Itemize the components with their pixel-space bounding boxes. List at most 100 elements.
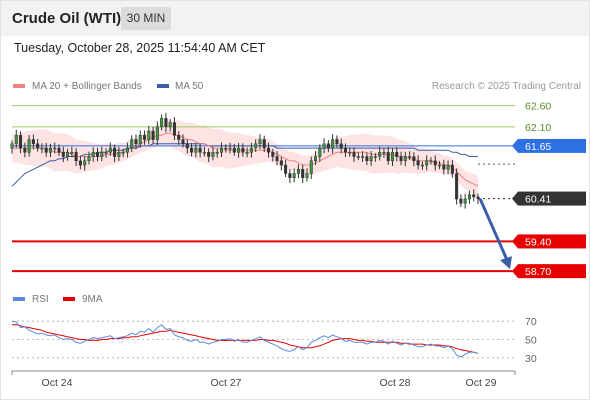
level-label: 61.65: [525, 141, 551, 153]
candle: [61, 146, 65, 163]
candle: [10, 140, 14, 154]
candle-body: [467, 194, 471, 200]
candle-body: [91, 152, 95, 157]
candle-body: [412, 156, 416, 162]
candle: [14, 129, 18, 148]
candle-body: [232, 147, 236, 153]
x-tick-label: Oct 28: [380, 377, 411, 389]
candle-body: [314, 156, 318, 162]
candle-body: [399, 156, 403, 162]
candle-body: [249, 147, 253, 153]
candle-body: [403, 156, 407, 162]
candle: [224, 144, 228, 153]
candle-body: [450, 164, 454, 174]
candle-body: [151, 130, 155, 140]
candle-body: [198, 147, 202, 153]
candle-body: [463, 198, 467, 204]
instrument-title: Crude Oil (WTI): [12, 10, 122, 27]
candle-body: [275, 156, 279, 162]
candle-body: [70, 152, 74, 154]
candle: [194, 143, 198, 158]
candle: [121, 148, 125, 158]
x-tick-label: Oct 27: [211, 377, 242, 389]
candle: [177, 131, 181, 145]
candle: [130, 135, 134, 153]
candle-body: [343, 147, 347, 153]
level-tag-pointer: [512, 264, 518, 279]
candle-body: [373, 156, 377, 158]
candle-body: [113, 147, 117, 157]
rsi-swatch: [13, 297, 25, 301]
candle: [258, 134, 262, 150]
candle-body: [53, 147, 57, 150]
candle: [190, 143, 194, 157]
level-tag-pointer: [512, 138, 518, 153]
candle-body: [172, 122, 176, 136]
candle: [211, 146, 215, 161]
candle-body: [386, 152, 390, 162]
candle: [48, 143, 52, 158]
candle: [19, 131, 23, 154]
candle-body: [168, 122, 172, 128]
candle: [335, 135, 339, 148]
candle-body: [23, 147, 27, 153]
candle-body: [61, 152, 65, 157]
candle: [339, 138, 343, 154]
candle-body: [378, 152, 382, 157]
candle: [314, 151, 318, 165]
candle: [215, 148, 219, 158]
candle-body: [211, 152, 215, 157]
candle: [399, 151, 403, 166]
candle-body: [57, 147, 61, 153]
candle-body: [305, 173, 309, 179]
x-tick-label: Oct 24: [42, 377, 73, 389]
bollinger-band: [12, 119, 478, 197]
candle: [207, 148, 211, 163]
level-tag-59-40: [518, 234, 586, 249]
candle: [185, 139, 189, 154]
candle-body: [279, 160, 283, 166]
rsi-legend-label: RSI: [32, 294, 49, 305]
candle-body: [262, 139, 266, 149]
candle-body: [352, 152, 356, 157]
candle: [100, 146, 104, 162]
candle-body: [78, 160, 82, 166]
candle: [262, 135, 266, 153]
candle: [228, 142, 232, 154]
rsi-tick-label: 30: [525, 353, 537, 365]
candle: [160, 114, 164, 131]
rsi-tick-label: 50: [525, 335, 537, 347]
candle-body: [425, 160, 429, 166]
candle: [467, 190, 471, 204]
candle: [87, 151, 91, 165]
candle: [249, 142, 253, 158]
candle-body: [219, 147, 224, 153]
candle-body: [66, 152, 70, 157]
timeframe-badge[interactable]: 30 MIN: [121, 7, 171, 30]
candle: [27, 135, 31, 157]
candle: [378, 146, 382, 161]
candle: [356, 152, 360, 161]
candle: [296, 164, 300, 179]
candle-body: [19, 135, 23, 149]
candle-body: [438, 164, 442, 167]
candle: [57, 144, 61, 157]
candle-body: [194, 147, 198, 153]
candle: [420, 161, 424, 170]
candle: [365, 152, 369, 166]
level-label: 60.41: [525, 194, 551, 206]
rsi-tick-label: 70: [525, 316, 537, 328]
candle-body: [271, 152, 275, 157]
candle-body: [160, 118, 164, 128]
candle: [108, 142, 112, 156]
candle: [442, 159, 446, 175]
level-label: 62.60: [525, 101, 551, 113]
rsi-line: [11, 320, 479, 358]
candle-body: [181, 139, 185, 145]
ma20-swatch: [13, 84, 25, 88]
candle-body: [420, 164, 424, 167]
candle-body: [207, 152, 211, 157]
candle-body: [335, 139, 339, 145]
candle: [416, 155, 420, 170]
candle-body: [134, 139, 138, 145]
